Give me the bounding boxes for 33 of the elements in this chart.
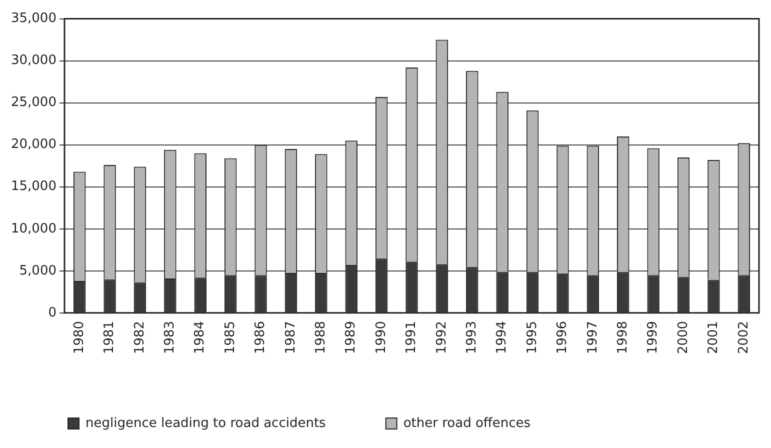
x-tick-label: 1991	[404, 320, 420, 354]
x-tick-label: 1990	[374, 320, 389, 354]
y-tick-label: 30,000	[10, 53, 56, 68]
x-tick-label: 1988	[314, 320, 329, 354]
x-tick-label: 1985	[222, 320, 238, 354]
x-tick-label: 1984	[192, 320, 208, 354]
x-tick-label: 1999	[646, 320, 661, 354]
x-tick-label: 1993	[464, 320, 480, 354]
x-tick-label: 1994	[494, 320, 510, 354]
x-tick-label: 1995	[524, 320, 540, 354]
y-tick-label: 0	[48, 305, 56, 320]
y-tick-label: 15,000	[10, 179, 56, 194]
x-tick-label: 1998	[615, 320, 630, 354]
x-tick-label: 1983	[162, 320, 178, 354]
x-tick-label: 1986	[253, 320, 268, 354]
y-tick-label: 20,000	[10, 137, 56, 152]
x-tick-label: 1987	[283, 320, 298, 354]
legend-label: other road offences	[403, 416, 531, 431]
x-tick-label: 1982	[132, 320, 148, 354]
x-tick-label: 1996	[555, 320, 570, 354]
x-tick-label: 1980	[72, 320, 87, 354]
x-tick-label: 2001	[706, 320, 722, 354]
x-tick-label: 1997	[585, 320, 600, 354]
y-tick-label: 35,000	[10, 11, 56, 26]
x-tick-label: 2000	[676, 320, 691, 354]
y-tick-label: 10,000	[10, 221, 56, 236]
x-tick-label: 1992	[434, 320, 450, 354]
x-tick-label: 2002	[736, 320, 752, 354]
y-tick-label: 5,000	[19, 263, 56, 278]
x-tick-label: 1981	[102, 320, 118, 354]
legend-label: negligence leading to road accidents	[86, 416, 326, 431]
x-tick-label: 1989	[344, 320, 359, 354]
y-tick-label: 25,000	[10, 95, 56, 110]
